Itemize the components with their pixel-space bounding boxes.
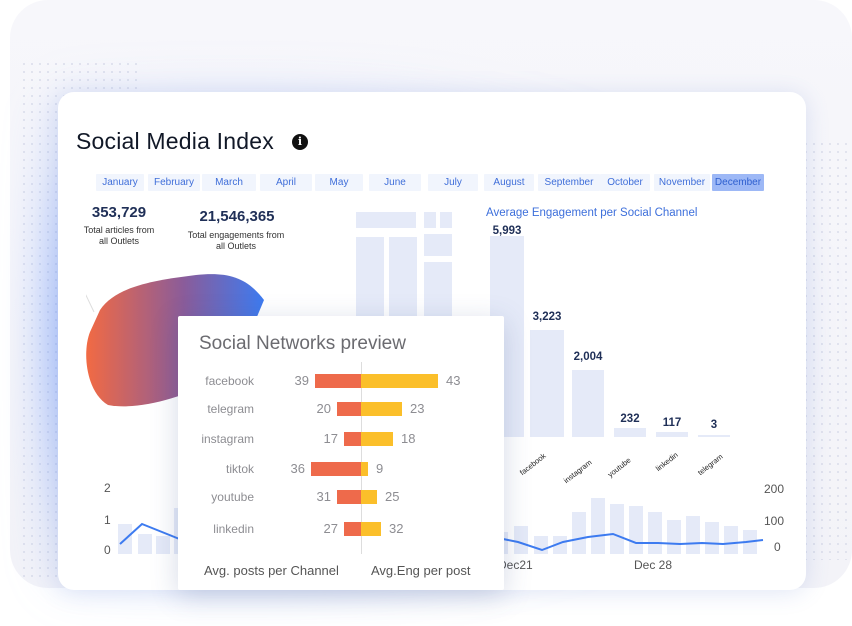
posts-bar (311, 462, 361, 476)
engagement-bar (361, 522, 381, 536)
engagement-bar (361, 490, 377, 504)
month-tab-january[interactable]: January (96, 174, 144, 191)
month-tab-december[interactable]: December (712, 174, 764, 191)
timeline-bar (705, 522, 719, 554)
engagements-count: 21,546,365 (199, 208, 275, 225)
network-label: facebook (205, 374, 254, 388)
network-label: instagram (201, 432, 254, 446)
timeline-bar (514, 526, 528, 554)
timeline-bar (591, 498, 605, 554)
eng-value: 9 (376, 461, 384, 476)
engagement-value: 117 (662, 417, 682, 429)
engagement-value: 2,004 (573, 351, 603, 363)
engagement-bar (361, 432, 393, 446)
articles-label: Total articles from all Outlets (83, 225, 155, 246)
bg-bar (440, 212, 452, 228)
network-label: youtube (211, 490, 254, 504)
network-label: tiktok (225, 462, 254, 476)
date-tick: Dec 28 (634, 558, 673, 572)
posts-value: 39 (294, 373, 309, 388)
page-title: Social Media Index (76, 128, 274, 154)
network-label: telegram (207, 402, 254, 416)
social-networks-preview-card: Social Networks preview facebook 39 43 tele… (178, 316, 504, 590)
month-tab-october[interactable]: October (600, 174, 650, 191)
posts-bar (315, 374, 361, 388)
timeline-bar (724, 526, 738, 554)
month-tab-may[interactable]: May (315, 174, 363, 191)
engagement-value: 232 (620, 413, 640, 425)
timeline-bar (572, 512, 586, 554)
eng-value: 25 (385, 489, 400, 504)
posts-bar (344, 522, 361, 536)
engagement-bar[interactable] (572, 370, 604, 437)
engagement-bar (361, 462, 368, 476)
posts-bar (337, 490, 361, 504)
timeline-bar (610, 504, 624, 554)
engagement-bar[interactable] (698, 435, 730, 437)
month-tab-april[interactable]: April (260, 174, 312, 191)
info-icon[interactable]: i (292, 134, 308, 150)
timeline-line (119, 522, 764, 552)
engagement-bar (361, 374, 438, 388)
engagement-bar[interactable] (614, 428, 646, 437)
bg-bar (356, 212, 416, 228)
eng-value: 18 (401, 431, 416, 446)
bg-bar (424, 234, 452, 256)
engagement-bar[interactable] (656, 432, 688, 437)
engagement-value: 5,993 (492, 225, 522, 237)
engagement-value: 3 (710, 419, 718, 431)
posts-value: 36 (290, 461, 305, 476)
engagement-bar[interactable] (530, 330, 564, 437)
timeline-bar (648, 512, 662, 554)
month-tab-june[interactable]: June (369, 174, 421, 191)
month-tab-september[interactable]: September (538, 174, 600, 191)
timeline-bar (667, 520, 681, 554)
engagement-chart-title: Average Engagement per Social Channel (486, 207, 698, 219)
eng-value: 43 (446, 373, 461, 388)
timeline-bar (534, 536, 548, 554)
month-tab-november[interactable]: November (654, 174, 710, 191)
posts-value: 17 (323, 431, 338, 446)
left-axis-tick: 1 (104, 513, 111, 527)
date-tick: Dec21 (498, 558, 533, 572)
month-tab-july[interactable]: July (428, 174, 478, 191)
right-axis-tick: 100 (764, 514, 785, 528)
articles-count: 353,729 (91, 204, 147, 221)
timeline-bar (553, 536, 567, 554)
timeline-bar (156, 536, 170, 554)
posts-bar (344, 432, 361, 446)
month-tab-march[interactable]: March (202, 174, 256, 191)
eng-value: 32 (389, 521, 404, 536)
timeline-bar (629, 506, 643, 554)
right-axis-tick: 200 (764, 482, 785, 496)
center-divider (361, 362, 362, 554)
timeline-bar (686, 516, 700, 554)
avg-posts-label: Avg. posts per Channel (204, 563, 339, 578)
engagements-label: Total engagements from all Outlets (187, 230, 285, 251)
bg-bar (424, 212, 436, 228)
avg-eng-label: Avg.Eng per post (371, 563, 471, 578)
posts-value: 27 (323, 521, 338, 536)
right-axis-tick: 0 (774, 540, 781, 554)
network-label: linkedin (213, 522, 254, 536)
engagement-value: 3,223 (532, 311, 562, 323)
left-axis-tick: 2 (104, 481, 111, 495)
month-tab-february[interactable]: February (148, 174, 200, 191)
month-tab-august[interactable]: August (484, 174, 534, 191)
preview-title: Social Networks preview (199, 333, 406, 354)
eng-value: 23 (410, 401, 425, 416)
engagement-bar (361, 402, 402, 416)
posts-bar (337, 402, 361, 416)
posts-value: 31 (316, 489, 331, 504)
timeline-bar (138, 534, 152, 554)
posts-value: 20 (316, 401, 331, 416)
left-axis-tick: 0 (104, 543, 111, 557)
